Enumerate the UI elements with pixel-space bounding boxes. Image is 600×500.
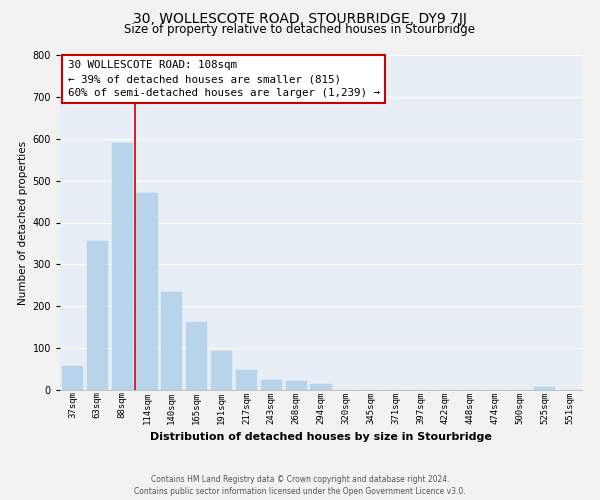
Bar <box>87 242 108 390</box>
Bar <box>136 193 158 390</box>
Bar <box>310 384 332 390</box>
X-axis label: Distribution of detached houses by size in Stourbridge: Distribution of detached houses by size … <box>150 432 492 442</box>
Bar <box>186 322 207 390</box>
Bar <box>261 380 282 390</box>
Text: 30 WOLLESCOTE ROAD: 108sqm
← 39% of detached houses are smaller (815)
60% of sem: 30 WOLLESCOTE ROAD: 108sqm ← 39% of deta… <box>68 60 380 98</box>
Bar <box>161 292 182 390</box>
Bar <box>62 366 83 390</box>
Bar <box>534 386 555 390</box>
Bar <box>286 381 307 390</box>
Bar <box>211 352 232 390</box>
Text: Size of property relative to detached houses in Stourbridge: Size of property relative to detached ho… <box>125 22 476 36</box>
Text: 30, WOLLESCOTE ROAD, STOURBRIDGE, DY9 7JJ: 30, WOLLESCOTE ROAD, STOURBRIDGE, DY9 7J… <box>133 12 467 26</box>
Text: Contains HM Land Registry data © Crown copyright and database right 2024.
Contai: Contains HM Land Registry data © Crown c… <box>134 475 466 496</box>
Y-axis label: Number of detached properties: Number of detached properties <box>19 140 28 304</box>
Bar <box>236 370 257 390</box>
Bar <box>112 143 133 390</box>
